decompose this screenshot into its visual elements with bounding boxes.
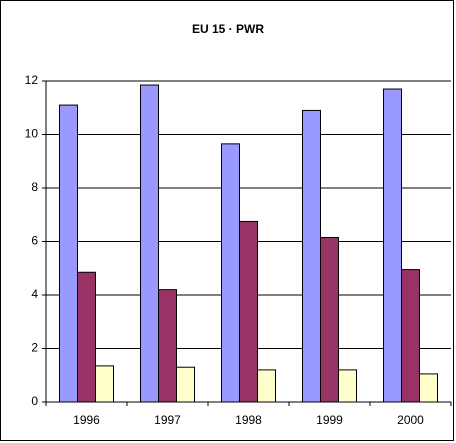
x-tick-label: 2000 xyxy=(397,413,424,427)
bar xyxy=(158,289,177,403)
y-tick-label: 2 xyxy=(31,341,38,355)
y-tick-label: 10 xyxy=(25,127,39,141)
bar xyxy=(383,88,402,403)
bar xyxy=(320,236,339,403)
chart-title: EU 15 · PWR xyxy=(192,22,264,36)
y-tick-label: 6 xyxy=(31,234,38,248)
bar xyxy=(401,269,420,403)
x-tick-label: 1999 xyxy=(316,413,343,427)
bar xyxy=(302,109,321,403)
bar xyxy=(221,143,240,403)
bar xyxy=(239,220,258,403)
bar xyxy=(77,271,96,403)
bar xyxy=(59,104,78,403)
x-tick-label: 1997 xyxy=(154,413,181,427)
bar xyxy=(140,84,159,403)
bar xyxy=(338,369,357,403)
bar xyxy=(95,365,114,403)
y-tick-label: 4 xyxy=(31,287,38,301)
bar xyxy=(257,369,276,403)
bar xyxy=(176,366,195,403)
x-tick-label: 1996 xyxy=(73,413,100,427)
bar xyxy=(419,373,438,403)
y-tick-label: 0 xyxy=(31,394,38,408)
y-tick-label: 8 xyxy=(31,180,38,194)
x-tick-label: 1998 xyxy=(235,413,262,427)
y-tick-label: 12 xyxy=(25,73,39,87)
